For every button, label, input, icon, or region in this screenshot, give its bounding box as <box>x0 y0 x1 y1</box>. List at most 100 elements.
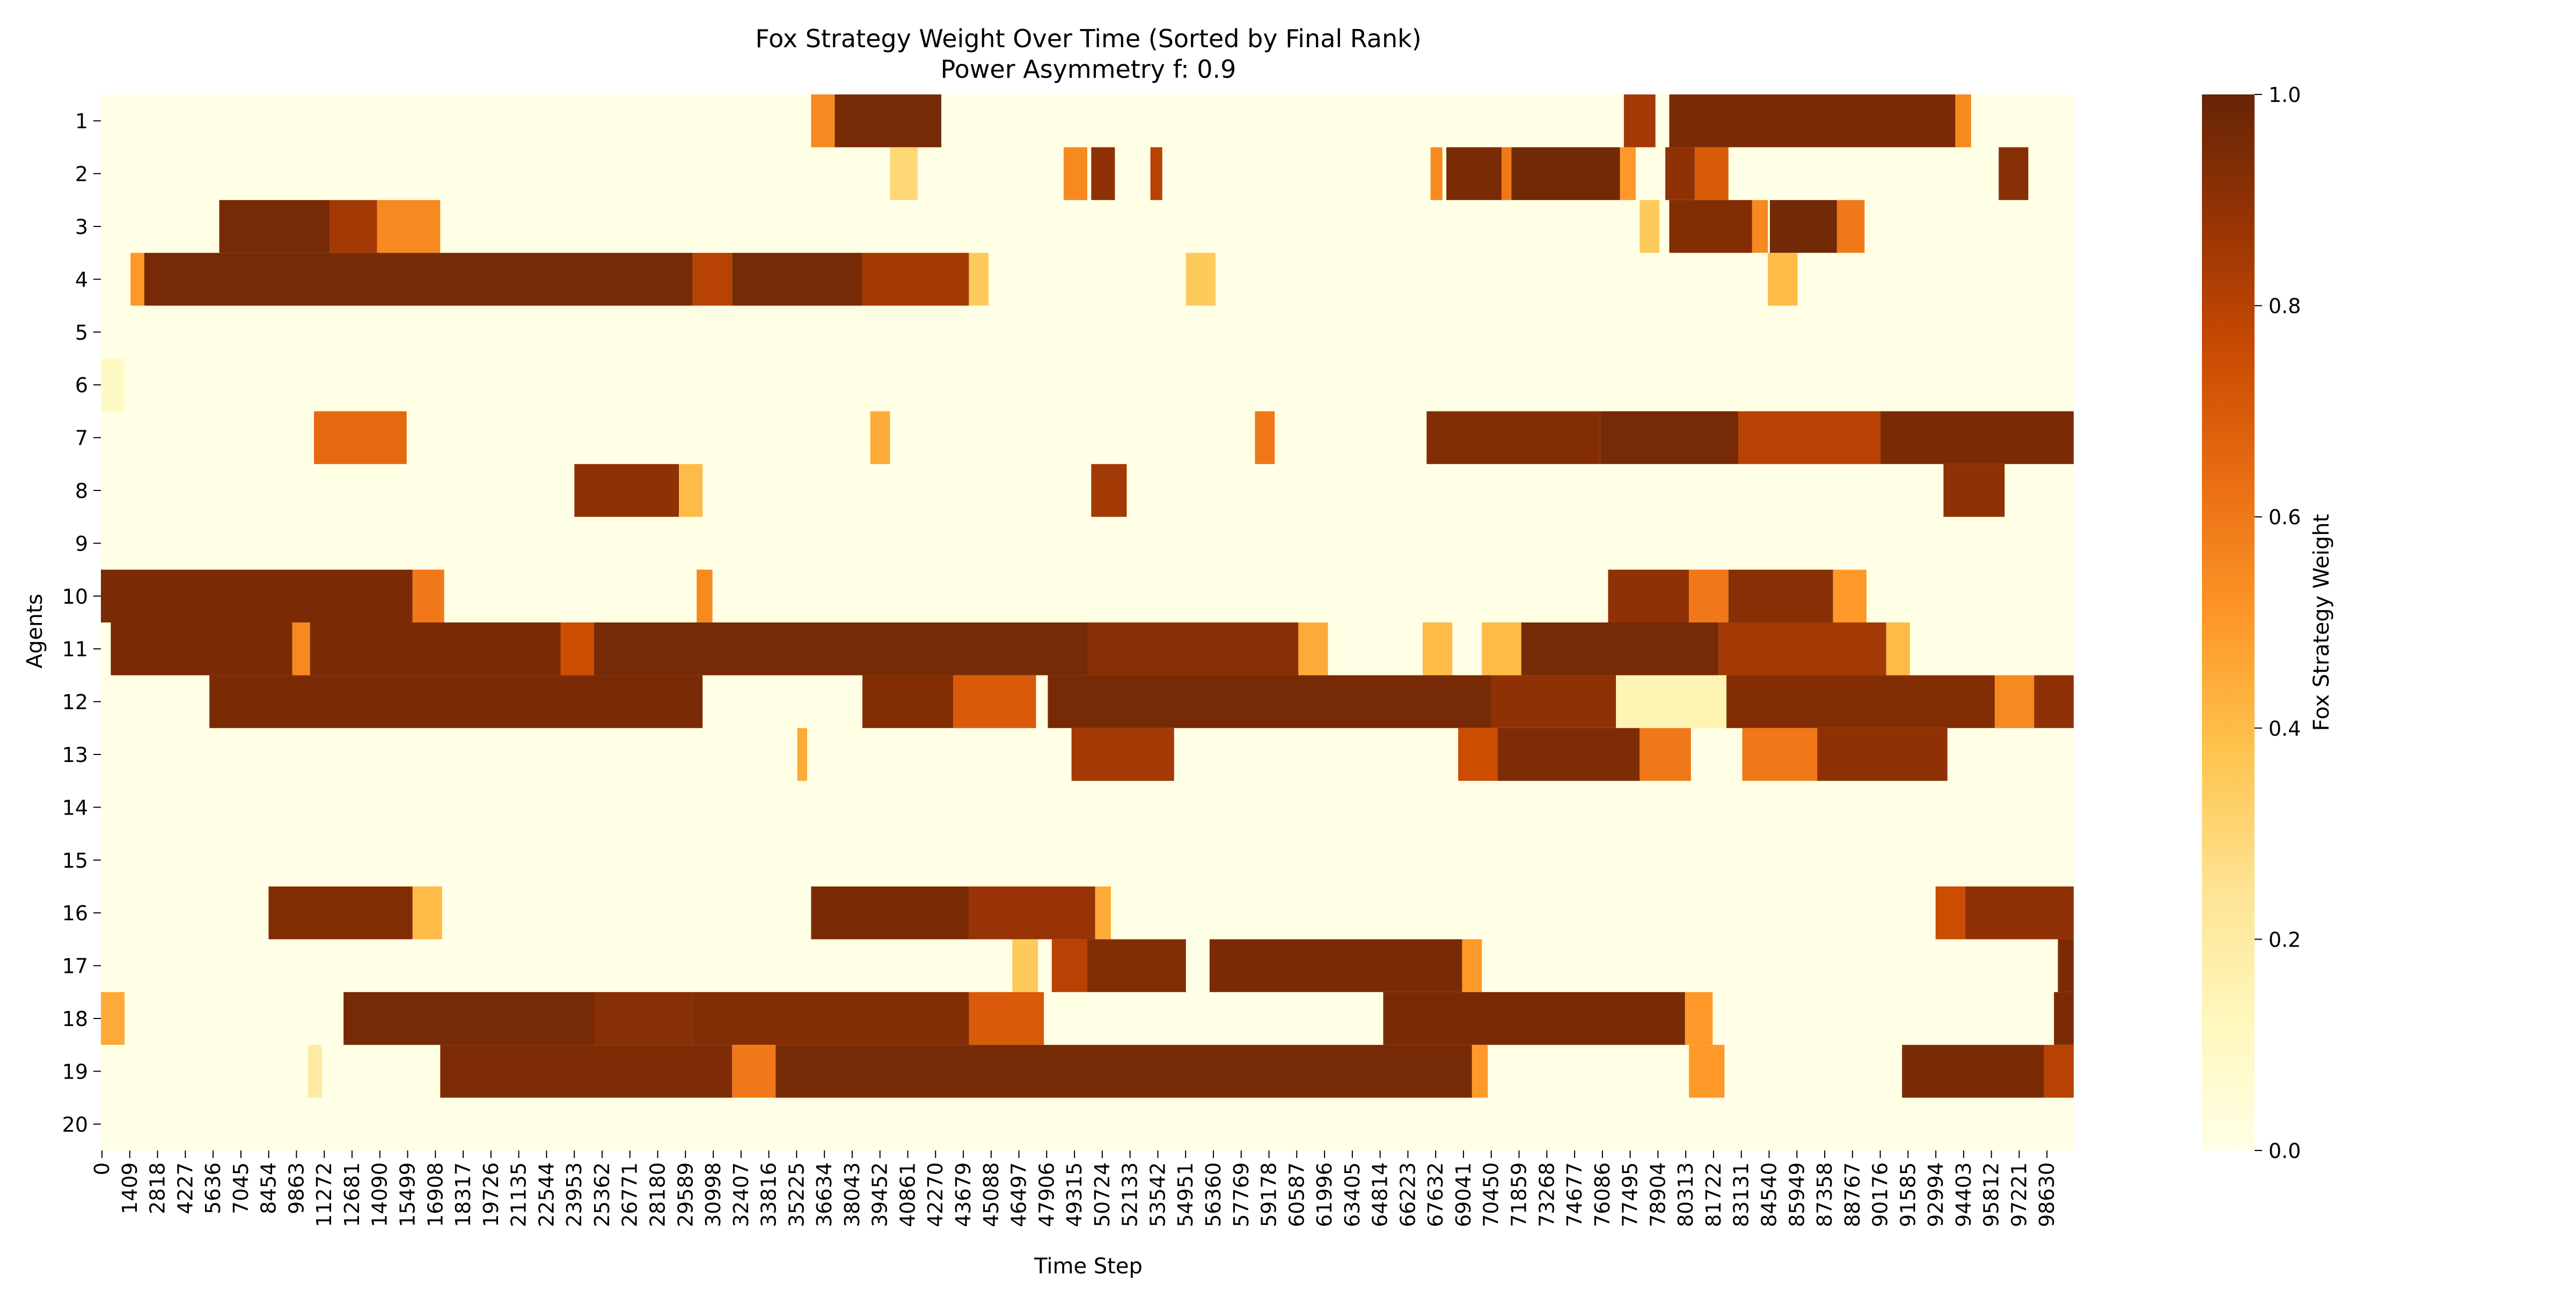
x-tick-label: 84540 <box>1757 1162 1781 1227</box>
y-tick-label-agent-16: 16 <box>62 901 88 925</box>
heatmap-cell-agent-13-segment-5 <box>1640 728 1691 781</box>
chart-title: Fox Strategy Weight Over Time (Sorted by… <box>755 24 1421 53</box>
colorbar: 0.0 0.2 0.4 0.6 0.8 1.0 Fox Strategy Weight <box>2202 83 2334 1163</box>
x-tick-label: 14090 <box>368 1162 392 1227</box>
x-tick-label: 26771 <box>618 1162 642 1227</box>
x-tick-label: 43679 <box>952 1162 975 1227</box>
heatmap-cell-agent-10-segment-5 <box>1689 569 1729 623</box>
heatmap-cell-agent-2-segment-8 <box>1511 147 1620 201</box>
heatmap-row-5-background <box>101 305 2074 359</box>
colorbar-tick-label: 0.8 <box>2268 295 2301 318</box>
x-tick-label: 39452 <box>868 1162 892 1227</box>
heatmap-cell-agent-18-segment-1 <box>101 992 125 1045</box>
heatmap-cell-agent-2-segment-1 <box>890 147 918 201</box>
y-tick-label-agent-18: 18 <box>62 1007 88 1031</box>
y-tick-label-agent-11: 11 <box>62 637 88 661</box>
colorbar-label: Fox Strategy Weight <box>2309 514 2334 731</box>
heatmap-cell-agent-3-segment-3 <box>377 200 441 253</box>
heatmap-cell-agent-17-segment-6 <box>2058 939 2074 993</box>
heatmap-cell-agent-3-segment-4 <box>1640 200 1660 253</box>
x-tick-label: 52133 <box>1118 1162 1142 1227</box>
x-tick-label: 94403 <box>1952 1162 1975 1227</box>
x-tick-label: 18317 <box>451 1162 475 1227</box>
y-tick-label-agent-19: 19 <box>62 1060 88 1083</box>
heatmap-cell-agent-7-segment-5 <box>1600 411 1739 465</box>
heatmap-cell-agent-2-segment-2 <box>1063 147 1087 201</box>
colorbar-tick-label: 0.0 <box>2268 1139 2301 1163</box>
heatmap-cell-agent-16-segment-3 <box>811 886 969 940</box>
x-axis-ticks: 0 1409 2818 4227 5636 7045 8454 9863 11272 12681 1… <box>90 1150 2059 1227</box>
x-tick-label: 9863 <box>284 1162 308 1214</box>
heatmap-cell-agent-19-segment-8 <box>2044 1045 2074 1098</box>
heatmap-cell-agent-12-segment-5 <box>1491 675 1616 729</box>
heatmap-cell-agent-11-segment-8 <box>1422 622 1453 676</box>
heatmap-cell-agent-2-segment-7 <box>1501 147 1512 201</box>
x-tick-label: 7045 <box>229 1162 253 1214</box>
x-tick-label: 0 <box>90 1162 114 1175</box>
y-tick-label-agent-20: 20 <box>62 1113 88 1137</box>
heatmap-cell-agent-17-segment-1 <box>1012 939 1038 993</box>
x-tick-label: 1409 <box>118 1162 142 1214</box>
x-tick-label: 50724 <box>1091 1162 1114 1227</box>
heatmap-cell-agent-17-segment-4 <box>1209 939 1462 993</box>
x-tick-label: 85949 <box>1785 1162 1809 1227</box>
colorbar-tick-label: 0.4 <box>2268 717 2301 741</box>
heatmap-cell-agent-18-segment-6 <box>1383 992 1685 1045</box>
heatmap-cell-agent-11-segment-5 <box>594 622 1087 676</box>
x-tick-label: 66223 <box>1396 1162 1419 1227</box>
x-tick-label: 88767 <box>1841 1162 1864 1227</box>
x-tick-label: 25362 <box>590 1162 614 1227</box>
heatmap-row-8-background <box>101 464 2074 517</box>
heatmap-cell-agent-3-segment-1 <box>219 200 330 253</box>
x-tick-label: 92994 <box>1924 1162 1948 1227</box>
heatmap-cell-agent-8-segment-1 <box>574 464 679 517</box>
heatmap-cell-agent-10-segment-6 <box>1728 569 1833 623</box>
x-tick-label: 46497 <box>1007 1162 1031 1227</box>
heatmap-cell-agent-12-segment-7 <box>1726 675 1995 729</box>
heatmap-row-9-background <box>101 517 2074 570</box>
heatmap-row-15-background <box>101 833 2074 887</box>
heatmap-cell-agent-4-segment-7 <box>1185 253 1216 306</box>
heatmap-cell-agent-13-segment-4 <box>1497 728 1640 781</box>
heatmap-cell-agent-12-segment-3 <box>953 675 1036 729</box>
heatmap-cell-agent-4-segment-2 <box>144 253 693 306</box>
x-tick-label: 8454 <box>257 1162 281 1214</box>
x-tick-label: 60587 <box>1285 1162 1308 1227</box>
y-tick-label-agent-2: 2 <box>75 163 88 186</box>
heatmap-cell-agent-16-segment-7 <box>1965 886 2074 940</box>
x-tick-label: 54951 <box>1174 1162 1197 1227</box>
x-tick-label: 15499 <box>396 1162 420 1227</box>
heatmap-cell-agent-4-segment-8 <box>1768 253 1798 306</box>
x-tick-label: 59178 <box>1257 1162 1281 1227</box>
heatmap-cell-agent-1-segment-1 <box>811 94 835 148</box>
heatmap-cell-agent-11-segment-2 <box>292 622 310 676</box>
x-tick-label: 98630 <box>2035 1162 2059 1227</box>
colorbar-tick-label: 1.0 <box>2268 83 2301 107</box>
x-tick-label: 57769 <box>1230 1162 1253 1227</box>
heatmap-cell-agent-18-segment-3 <box>594 992 693 1045</box>
x-tick-label: 38043 <box>840 1162 864 1227</box>
x-tick-label: 67632 <box>1424 1162 1447 1227</box>
x-tick-label: 12681 <box>340 1162 364 1227</box>
x-tick-label: 70450 <box>1480 1162 1503 1227</box>
x-tick-label: 63405 <box>1341 1162 1364 1227</box>
heatmap-cell-agent-1-segment-3 <box>1623 94 1656 148</box>
heatmap-cell-agent-10-segment-7 <box>1833 569 1867 623</box>
y-tick-label-agent-3: 3 <box>75 215 88 239</box>
heatmap-cell-agent-3-segment-6 <box>1752 200 1768 253</box>
x-tick-label: 56360 <box>1202 1162 1225 1227</box>
x-tick-label: 87358 <box>1813 1162 1836 1227</box>
heatmap-cell-agent-3-segment-8 <box>1836 200 1865 253</box>
x-tick-label: 69041 <box>1452 1162 1475 1227</box>
x-tick-label: 90176 <box>1869 1162 1892 1227</box>
heatmap-cell-agent-6-segment-1 <box>101 358 125 412</box>
heatmap-cell-agent-17-segment-3 <box>1087 939 1186 993</box>
x-tick-label: 16908 <box>423 1162 447 1227</box>
heatmap-cell-agent-2-segment-10 <box>1665 147 1695 201</box>
y-tick-label-agent-12: 12 <box>62 691 88 714</box>
x-tick-label: 97221 <box>2007 1162 2031 1227</box>
heatmap-cell-agent-8-segment-3 <box>1091 464 1127 517</box>
colorbar-tick-label: 0.6 <box>2268 505 2301 529</box>
